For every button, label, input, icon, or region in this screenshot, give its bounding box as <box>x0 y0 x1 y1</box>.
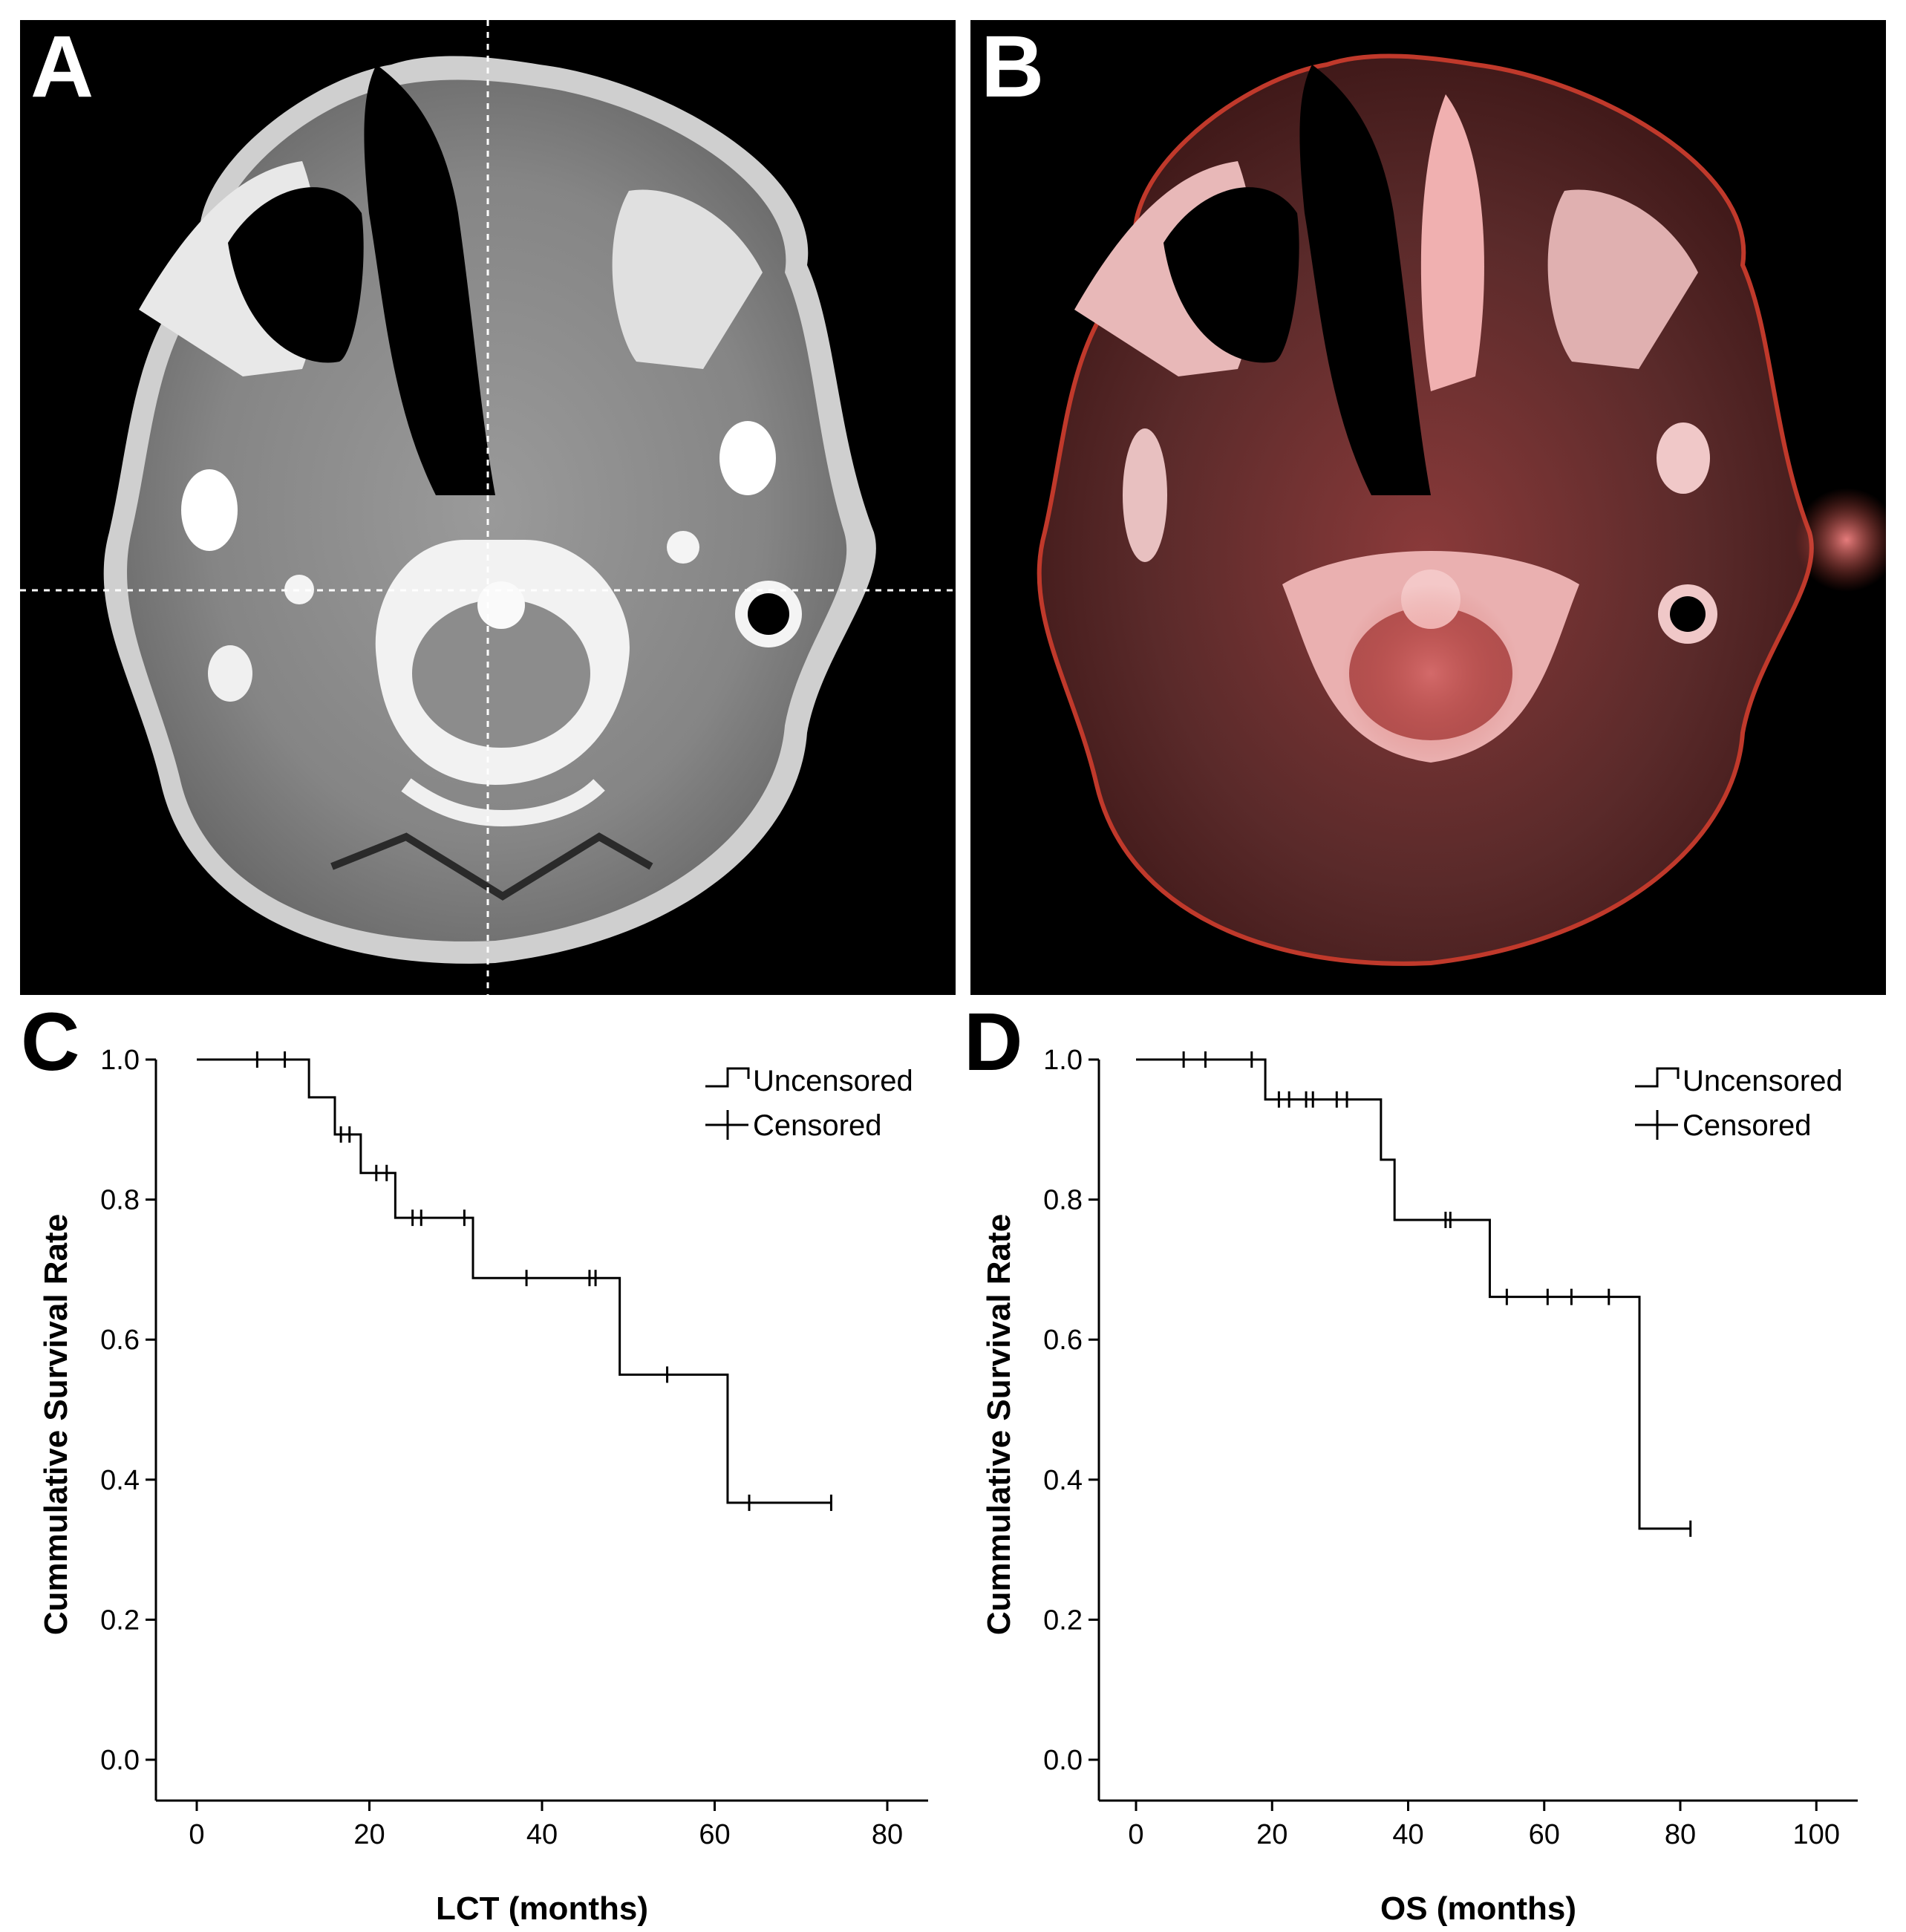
x-tick-label: 0 <box>189 1819 204 1850</box>
x-tick-label: 100 <box>1793 1819 1840 1850</box>
panel-label-b: B <box>981 20 1045 116</box>
legend-uncensored-symbol <box>1635 1067 1680 1088</box>
y-tick-label: 0.6 <box>1043 1325 1083 1356</box>
legend-censored-label: Censored <box>753 1109 881 1142</box>
y-tick-label: 0.0 <box>100 1745 140 1776</box>
y-tick-label: 0.0 <box>1043 1745 1083 1776</box>
y-tick-label: 0.4 <box>100 1465 140 1496</box>
x-tick-label: 20 <box>353 1819 385 1850</box>
panel-label: D <box>964 999 1022 1088</box>
x-tick-label: 40 <box>526 1819 558 1850</box>
x-tick-label: 0 <box>1128 1819 1143 1850</box>
legend-uncensored-symbol <box>705 1067 750 1088</box>
y-tick-label: 0.8 <box>1043 1185 1083 1216</box>
y-tick-label: 0.8 <box>100 1185 140 1216</box>
y-tick-label: 0.4 <box>1043 1465 1083 1496</box>
y-tick-label: 1.0 <box>100 1045 140 1076</box>
panel-label: C <box>21 999 79 1088</box>
x-tick-label: 40 <box>1392 1819 1423 1850</box>
survival-curve <box>1136 1058 1691 1530</box>
x-tick-label: 60 <box>1529 1819 1560 1850</box>
legend-uncensored-label: Uncensored <box>1683 1065 1843 1097</box>
pet-ct-image-panel: B <box>970 20 1886 995</box>
y-axis-label: Cummulative Survival Rate <box>38 1214 74 1635</box>
y-tick-label: 0.6 <box>100 1325 140 1356</box>
y-tick-label: 0.2 <box>1043 1605 1083 1636</box>
legend-uncensored-label: Uncensored <box>753 1065 913 1097</box>
ct-image-panel: A <box>20 20 956 995</box>
legend-censored-symbol <box>1635 1110 1678 1140</box>
legend-censored-label: Censored <box>1683 1109 1811 1142</box>
x-tick-label: 80 <box>1665 1819 1696 1850</box>
y-tick-label: 0.2 <box>100 1605 140 1636</box>
pet-ct-scan-image <box>970 20 1886 995</box>
legend-censored-symbol <box>705 1110 748 1140</box>
x-axis-label: OS (months) <box>1380 1890 1576 1927</box>
y-axis-label: Cummulative Survival Rate <box>981 1214 1017 1635</box>
chart-c-lct: C 0.0 0.2 0.4 0.6 0.8 1.0 0 20 40 60 80 LCT (months)… <box>21 999 928 1927</box>
chart-d-os: D 0.0 0.2 0.4 0.6 0.8 1.0 0 20 40 60 80 100 OS (month… <box>964 999 1858 1927</box>
x-tick-label: 80 <box>872 1819 903 1850</box>
panel-label-a: A <box>30 20 94 116</box>
survival-curve <box>197 1058 832 1504</box>
ct-scan-image <box>20 20 956 995</box>
x-tick-label: 20 <box>1256 1819 1287 1850</box>
x-tick-label: 60 <box>699 1819 730 1850</box>
x-axis-label: LCT (months) <box>436 1890 648 1927</box>
y-tick-label: 1.0 <box>1043 1045 1083 1076</box>
